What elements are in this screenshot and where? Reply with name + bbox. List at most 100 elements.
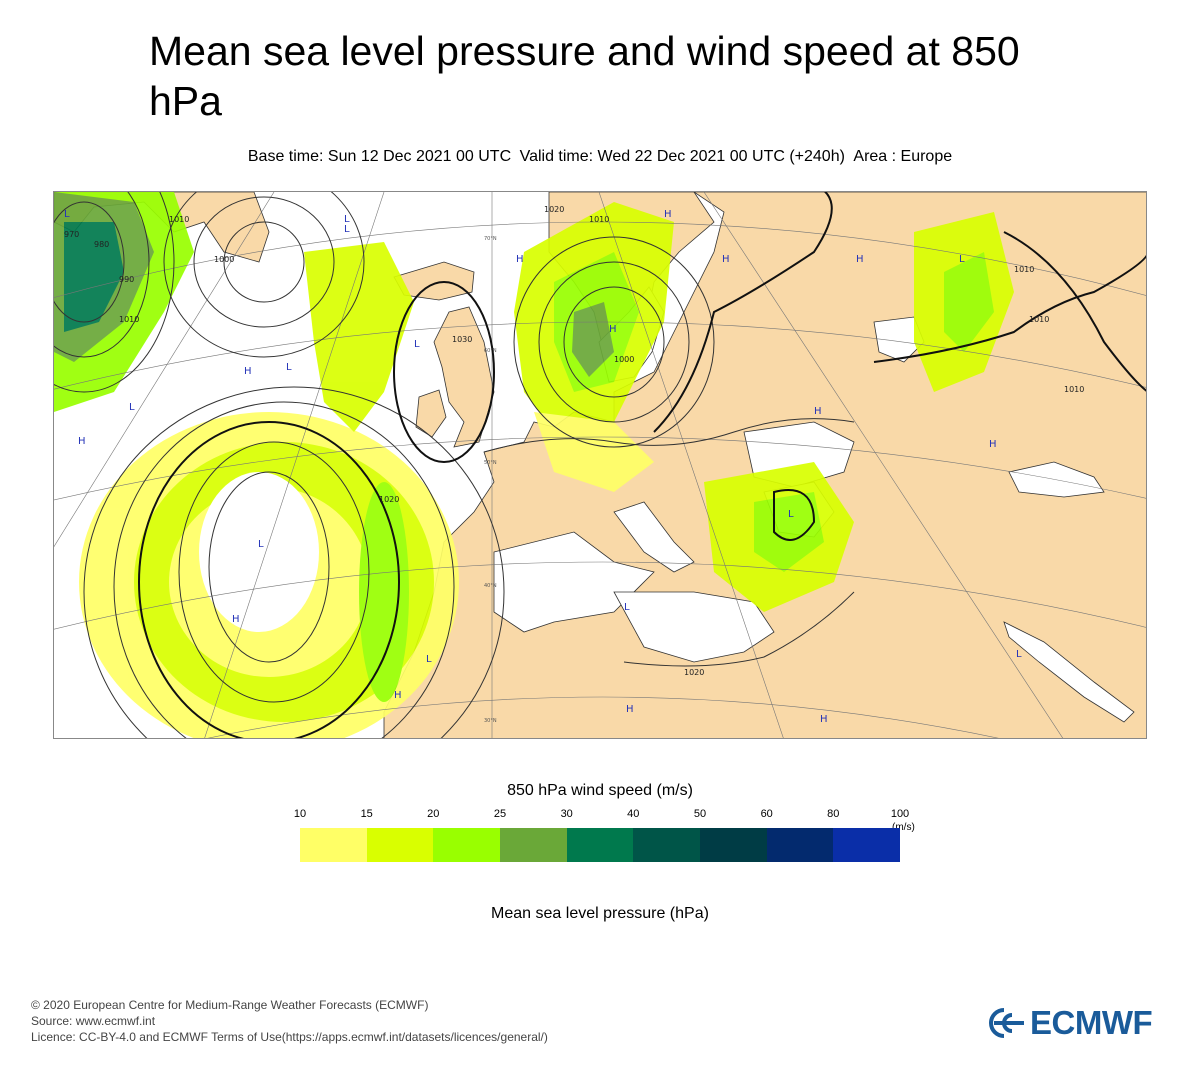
isobar-atlantic-1025 xyxy=(178,441,370,703)
high-marker: H xyxy=(989,439,997,450)
wind-band-balkans-core xyxy=(754,492,824,572)
isobar-label: 970 xyxy=(64,230,79,239)
isobar-label: 1010 xyxy=(169,215,189,224)
high-marker: H xyxy=(78,436,86,447)
low-marker: L xyxy=(344,214,350,225)
isobar-iceland-low-2 xyxy=(193,196,335,328)
sea-mediterranean-west xyxy=(493,531,655,633)
colorbar-tick: 15 xyxy=(360,808,373,820)
isobar-russia-1010 xyxy=(653,192,833,433)
isobar-scandinavia-1000 xyxy=(563,286,665,398)
colorbar-tick: 60 xyxy=(760,808,773,820)
isobar-label: 1010 xyxy=(1064,385,1084,394)
base-time: Base time: Sun 12 Dec 2021 00 UTC xyxy=(247,148,512,165)
isobar-label: 1020 xyxy=(379,495,399,504)
lat-60 xyxy=(54,321,1146,390)
wind-band-north-atlantic xyxy=(304,242,414,432)
colorbar-ticks: 10 15 20 25 30 40 50 60 80 100 xyxy=(294,808,909,822)
low-marker: L xyxy=(286,362,292,373)
ecmwf-swirl-icon xyxy=(989,1008,1024,1038)
isobars xyxy=(54,192,1146,738)
isobar-med-1020 xyxy=(623,591,855,667)
colorbar-cell xyxy=(833,828,901,862)
isobar-greenland-low-3 xyxy=(54,192,175,393)
wind-band-russia-core xyxy=(944,252,994,352)
colorbar-cell xyxy=(500,828,567,862)
colorbar-tick: 20 xyxy=(427,808,440,820)
lat-label: 50°N xyxy=(484,460,497,466)
map-svg: 970 980 990 1000 1010 1010 1010 1010 101… xyxy=(54,192,1146,738)
wind-calm-atlantic xyxy=(199,472,319,632)
isobar-atlantic-1030 xyxy=(208,471,330,663)
low-marker: L xyxy=(788,509,794,520)
isobar-iceland-low-1 xyxy=(223,221,305,303)
isobar-atlantic-1015 xyxy=(113,401,455,738)
colorbar-tick: 30 xyxy=(560,808,573,820)
colorbar-cell xyxy=(766,828,834,862)
isobar-east-1010-b xyxy=(1003,231,1146,392)
colorbar-tick: 50 xyxy=(693,808,707,820)
forecast-map[interactable]: 970 980 990 1000 1010 1010 1010 1010 101… xyxy=(53,191,1147,739)
isobar-label: 1000 xyxy=(214,255,234,264)
isobar-greenland-low-1 xyxy=(54,201,125,323)
lat-labels: 70°N 60°N 50°N 40°N 30°N xyxy=(484,236,497,724)
high-marker: H xyxy=(722,254,730,265)
colorbar-cell xyxy=(366,828,434,862)
lon-w20 xyxy=(204,192,385,738)
sea-adriatic xyxy=(613,501,695,573)
isobar-label: 1010 xyxy=(1014,265,1034,274)
isobar-east-1010 xyxy=(873,254,1146,363)
wind-band-scandinavia-max xyxy=(572,302,614,377)
isobar-label: 980 xyxy=(94,240,109,249)
ecmwf-logo[interactable]: ECMWF xyxy=(982,1004,1153,1041)
colorbar-cell xyxy=(566,828,634,862)
low-marker: L xyxy=(1016,649,1022,660)
land-uk xyxy=(433,306,495,448)
isobar-labels: 970 980 990 1000 1010 1010 1010 1010 101… xyxy=(64,205,1084,677)
source-text: Source: www.ecmwf.int xyxy=(31,1014,156,1028)
lat-label: 30°N xyxy=(484,718,497,724)
isobar-uk-1030 xyxy=(393,281,495,463)
colorbar-cell xyxy=(300,828,367,862)
forecast-info: Base time: Sun 12 Dec 2021 00 UTC Valid … xyxy=(0,148,1200,166)
low-marker: L xyxy=(959,254,965,265)
wind-band-greenland-max xyxy=(64,222,124,332)
colorbar-tick: 10 xyxy=(293,808,307,820)
pressure-legend: Mean sea level pressure (hPa) xyxy=(491,905,709,922)
isobar-label: 1020 xyxy=(684,668,704,677)
low-marker: L xyxy=(64,209,70,220)
lon-e20 xyxy=(598,192,784,738)
isobar-balkan-low xyxy=(773,489,816,541)
isobar-greenland-low-2 xyxy=(54,192,150,358)
colorbar-tick: 80 xyxy=(827,808,840,820)
colorbar-unit: (m/s) xyxy=(892,822,915,833)
copyright-text: © 2020 European Centre for Medium-Range … xyxy=(31,998,429,1012)
footer: © 2020 European Centre for Medium-Range … xyxy=(31,997,548,1045)
high-marker: H xyxy=(626,704,634,715)
colorbar-cell xyxy=(633,828,701,862)
sea-mediterranean-east xyxy=(613,591,775,663)
low-marker: L xyxy=(426,654,432,665)
lat-label: 60°N xyxy=(484,348,497,354)
low-marker: L xyxy=(129,402,135,413)
isobar-label: 1010 xyxy=(1029,315,1049,324)
lat-30 xyxy=(207,696,999,738)
colorbar-tick: 25 xyxy=(493,808,507,820)
isobar-label: 1000 xyxy=(614,355,634,364)
logo-text: ECMWF xyxy=(1030,1004,1153,1041)
high-marker: H xyxy=(664,209,672,220)
isobar-atlantic-1010 xyxy=(83,386,505,738)
high-marker: H xyxy=(609,324,617,335)
wind-band-iberia-jet xyxy=(359,482,409,702)
high-marker: H xyxy=(244,366,252,377)
isobar-scandinavia-1010 xyxy=(513,236,715,448)
pressure-centres: H H H H H H H H H H H H H L L L L L L L … xyxy=(64,209,1022,725)
low-marker: L xyxy=(258,539,264,550)
lat-label: 40°N xyxy=(484,583,497,589)
isobar-iceland-low-3 xyxy=(163,192,365,358)
isobar-atlantic-1020 xyxy=(138,421,400,738)
colorbar-title: 850 hPa wind speed (m/s) xyxy=(507,782,693,799)
isobar-central-1015 xyxy=(483,418,855,453)
colorbar-cell xyxy=(433,828,501,862)
isobar-scandinavia-1005 xyxy=(538,261,690,423)
